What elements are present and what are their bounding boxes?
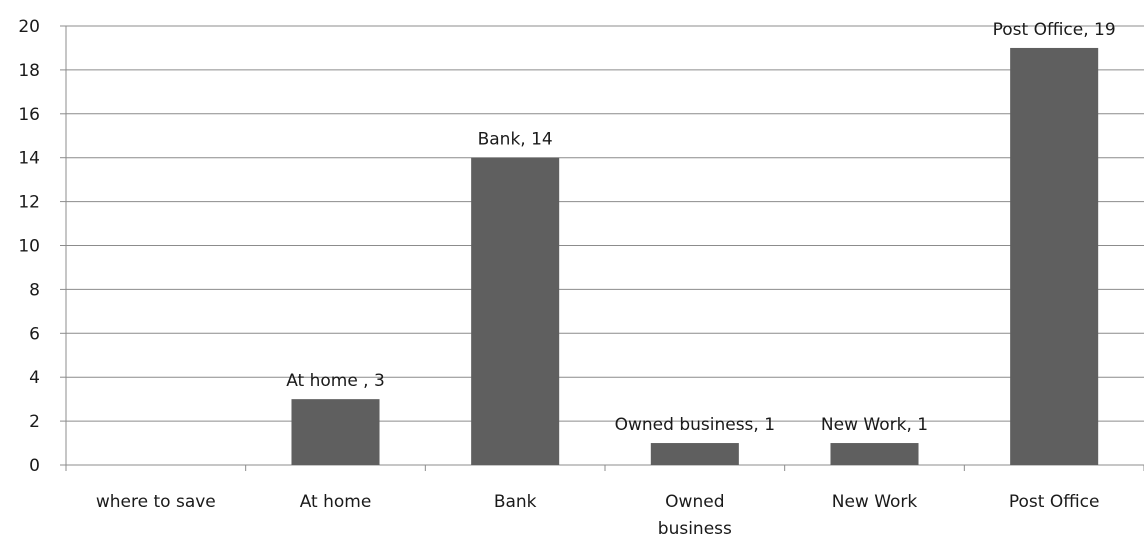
bar <box>830 443 918 465</box>
bar <box>291 399 379 465</box>
category-label: Post Office <box>1009 492 1100 512</box>
bar <box>471 158 559 465</box>
category-label: Owned <box>665 492 724 512</box>
y-tick-label: 14 <box>18 149 40 169</box>
data-labels: At home , 3 Bank, 14 Owned business, 1 New … <box>286 20 1116 435</box>
data-label: New Work, 1 <box>821 415 928 435</box>
y-tick-label: 10 <box>18 237 40 257</box>
category-labels: where to save At home Bank Owned business New… <box>96 492 1100 537</box>
y-tick-label: 20 <box>18 17 40 37</box>
data-label: Post Office, 19 <box>993 20 1116 40</box>
y-tick-label: 18 <box>18 61 40 81</box>
bars <box>291 48 1098 465</box>
category-label: where to save <box>96 492 216 512</box>
category-label: At home <box>300 492 372 512</box>
y-tick-label: 8 <box>29 280 40 300</box>
category-label: Bank <box>494 492 537 512</box>
gridlines <box>66 26 1144 421</box>
y-tick-label: 16 <box>18 105 40 125</box>
y-tick-label: 0 <box>29 456 40 476</box>
y-tick-labels: 0 2 4 6 8 10 12 14 16 18 20 <box>18 17 40 476</box>
y-tick-label: 2 <box>29 412 40 432</box>
bar <box>651 443 739 465</box>
axes <box>60 26 1144 471</box>
y-tick-label: 12 <box>18 193 40 213</box>
data-label: Owned business, 1 <box>615 415 775 435</box>
data-label: Bank, 14 <box>478 130 553 150</box>
y-tick-label: 4 <box>29 368 40 388</box>
bar <box>1010 48 1098 465</box>
data-label: At home , 3 <box>286 371 385 391</box>
y-tick-label: 6 <box>29 324 40 344</box>
category-label: business <box>658 519 732 537</box>
category-label: New Work <box>832 492 918 512</box>
